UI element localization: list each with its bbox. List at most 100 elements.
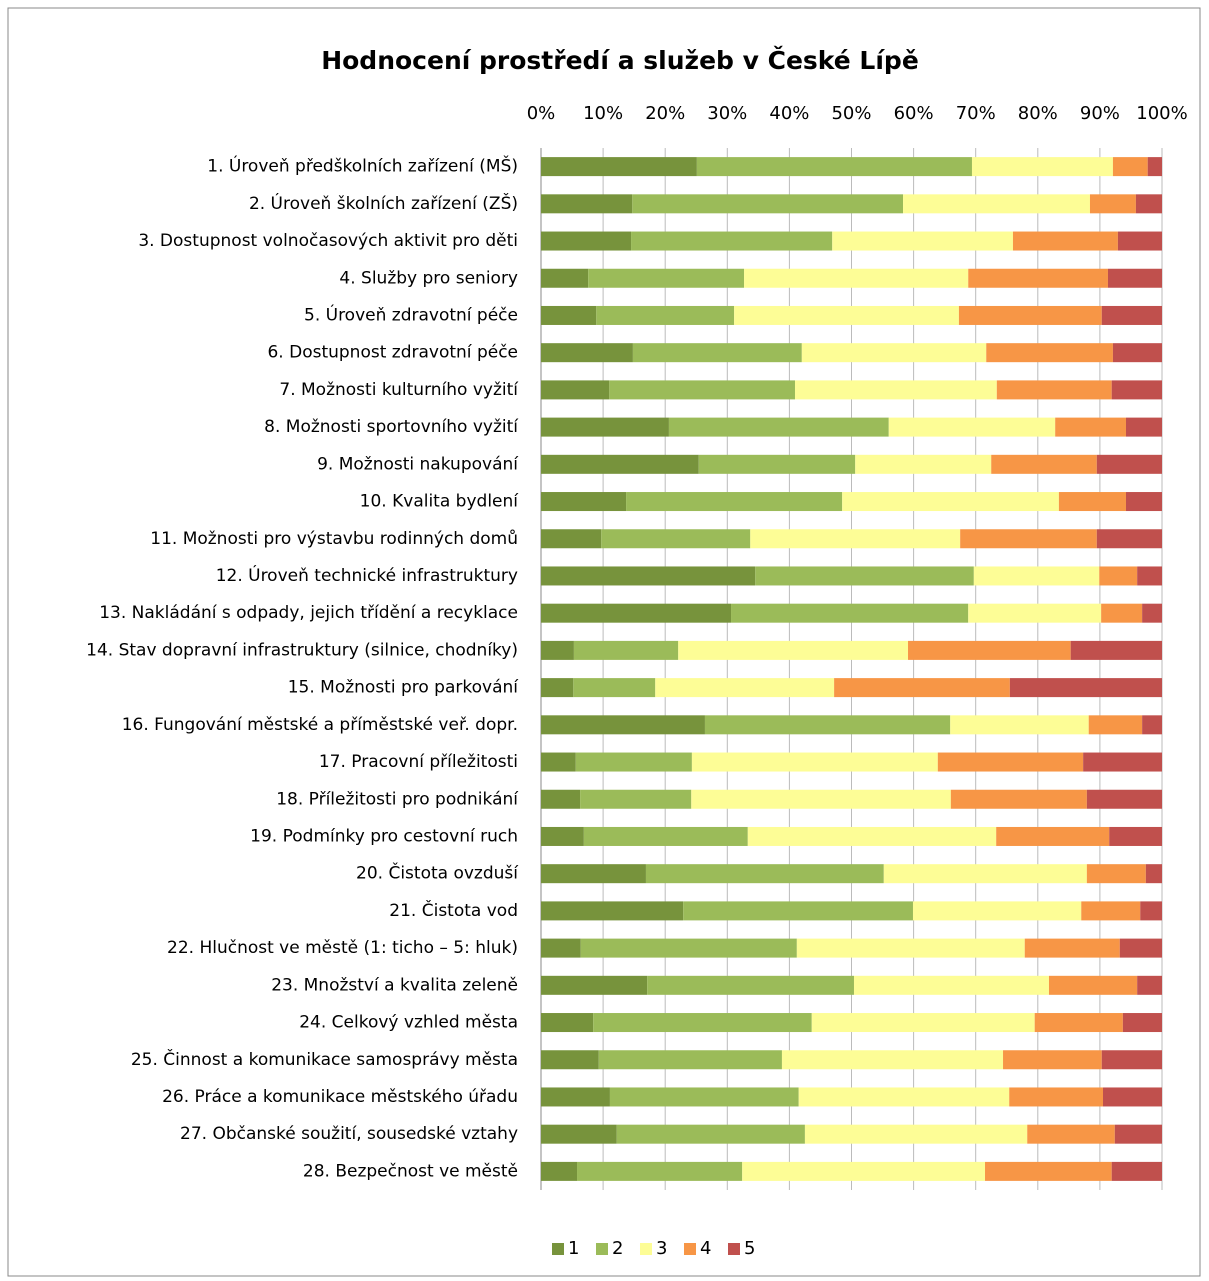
bar-segment — [575, 752, 692, 772]
bar-segment — [794, 380, 997, 400]
x-tick-label: 20% — [645, 103, 685, 124]
bar-segment — [1111, 1161, 1162, 1181]
bar-segment — [1112, 157, 1148, 177]
bar-segment — [696, 157, 972, 177]
bar-segment — [853, 975, 1049, 995]
bar-segment — [541, 678, 574, 698]
y-tick-label: 22. Hlučnost ve městě (1: ticho – 5: hlu… — [167, 938, 518, 958]
bar-segment — [971, 157, 1113, 177]
bar-segment — [616, 1124, 805, 1144]
y-tick-label: 26. Práce a komunikace městského úřadu — [162, 1087, 518, 1107]
legend-swatch — [596, 1243, 608, 1255]
bar-segment — [1070, 640, 1162, 660]
bar-segment — [593, 1013, 812, 1033]
bar-segment — [1024, 938, 1120, 958]
bar-segment — [541, 492, 627, 512]
bar-segment — [996, 826, 1110, 846]
y-tick-label: 19. Podmínky pro cestovní ruch — [250, 826, 518, 846]
bar-segment — [996, 380, 1112, 400]
bar-segment — [1009, 1087, 1104, 1107]
bar-segment — [1135, 194, 1162, 214]
bar-segment — [1142, 715, 1162, 735]
y-tick-label: 27. Občanské soužití, sousedské vztahy — [180, 1124, 518, 1144]
x-tick-label: 50% — [831, 103, 871, 124]
legend-label: 1 — [568, 1238, 579, 1259]
bar-segment — [541, 603, 732, 623]
bar-segment — [596, 305, 735, 325]
bar-segment — [655, 678, 835, 698]
y-tick-label: 7. Možnosti kulturního vyžití — [279, 380, 519, 400]
bar-segment — [781, 1050, 1004, 1070]
bar-segment — [883, 864, 1087, 884]
bar-segment — [908, 640, 1071, 660]
y-tick-label: 9. Možnosti nakupování — [317, 454, 519, 474]
bar-segment — [626, 492, 843, 512]
bar-segment — [541, 529, 602, 549]
x-tick-label: 70% — [956, 103, 996, 124]
bar-segment — [1119, 938, 1162, 958]
bar-segment — [1107, 268, 1162, 288]
bar-segment — [1048, 975, 1138, 995]
x-tick-label: 90% — [1080, 103, 1120, 124]
bar-segment — [541, 789, 581, 809]
bar-segment — [1101, 603, 1143, 623]
bar-segment — [991, 454, 1097, 474]
x-tick-label: 60% — [894, 103, 934, 124]
y-tick-label: 2. Úroveň školních zařízení (ZŠ) — [249, 192, 518, 214]
bar-segment — [645, 864, 884, 884]
bar-segment — [1027, 1124, 1115, 1144]
bar-segment — [855, 454, 992, 474]
x-tick-label: 100% — [1136, 103, 1187, 124]
bar-segment — [960, 529, 1097, 549]
bar-segment — [1055, 417, 1126, 437]
bar-segment — [968, 268, 1108, 288]
bar-segment — [1009, 678, 1162, 698]
bar-segment — [541, 864, 646, 884]
bar-segment — [541, 826, 584, 846]
bar-segment — [704, 715, 951, 735]
bar-segment — [580, 789, 692, 809]
bar-segment — [631, 231, 833, 251]
legend-label: 4 — [700, 1238, 711, 1259]
bar-segment — [1012, 231, 1118, 251]
chart-title: Hodnocení prostředí a služeb v České Líp… — [321, 45, 919, 75]
legend-label: 3 — [656, 1238, 667, 1259]
bar-segment — [541, 715, 705, 735]
y-tick-label: 11. Možnosti pro výstavbu rodinných domů — [150, 529, 518, 549]
bar-segment — [1089, 194, 1136, 214]
bar-segment — [541, 157, 697, 177]
bar-segment — [577, 1161, 743, 1181]
bar-segment — [698, 454, 856, 474]
bar-segment — [601, 529, 751, 549]
bar-segment — [1081, 901, 1141, 921]
bar-segment — [541, 752, 576, 772]
bar-segment — [1117, 231, 1162, 251]
bar-segment — [986, 343, 1113, 363]
bar-segment — [691, 752, 938, 772]
x-tick-label: 0% — [527, 103, 556, 124]
bar-segment — [801, 343, 987, 363]
bar-segment — [573, 678, 656, 698]
bar-segment — [1099, 566, 1138, 586]
bar-segment — [798, 1087, 1010, 1107]
bar-segment — [1034, 1013, 1123, 1033]
bar-segment — [804, 1124, 1028, 1144]
y-tick-label: 23. Množství a kvalita zeleně — [271, 975, 518, 995]
legend-label: 2 — [612, 1238, 623, 1259]
bar-segment — [834, 678, 1010, 698]
bar-segment — [1101, 305, 1162, 325]
bar-segment — [541, 640, 574, 660]
bar-segment — [1122, 1013, 1162, 1033]
x-tick-label: 10% — [583, 103, 623, 124]
y-tick-label: 5. Úroveň zdravotní péče — [304, 303, 518, 325]
bar-segment — [985, 1161, 1112, 1181]
bar-segment — [632, 343, 802, 363]
y-tick-label: 13. Nakládání s odpady, jejich třídění a… — [99, 603, 518, 623]
legend-swatch — [640, 1243, 652, 1255]
bar-segment — [541, 268, 589, 288]
bar-segment — [1142, 603, 1162, 623]
bar-segment — [1103, 1087, 1162, 1107]
y-tick-label: 20. Čistota ovzduší — [356, 862, 519, 884]
bar-segment — [647, 975, 854, 995]
